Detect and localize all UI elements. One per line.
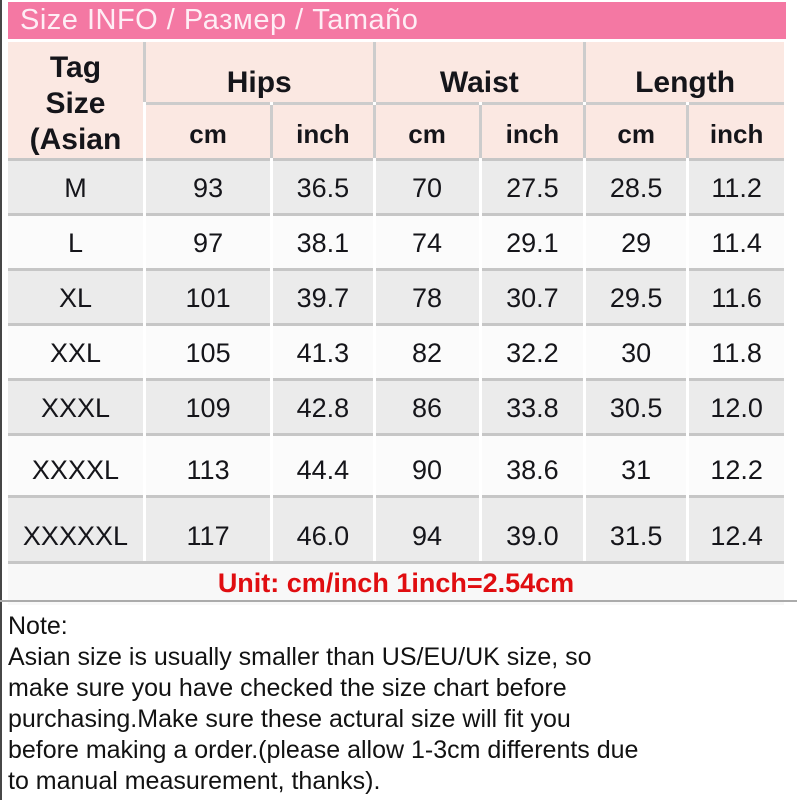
group-header-hips: Hips <box>145 42 373 102</box>
hips-cm: 117 <box>145 498 271 561</box>
unit-note-row: Unit: cm/inch 1inch=2.54cm <box>8 564 784 605</box>
table-row-xxxl: XXXL 109 42.8 86 33.8 30.5 12.0 <box>8 381 784 433</box>
note-line: before making a order.(please allow 1-3c… <box>8 736 639 764</box>
size-label: XXXXXL <box>8 498 143 561</box>
note-line: purchasing.Make sure these actural size … <box>8 705 571 733</box>
table-bottom-divider <box>0 600 797 602</box>
col-header-hips-inch: inch <box>273 104 373 158</box>
waist-cm: 90 <box>375 436 479 495</box>
table-row-xxl: XXL 105 41.3 82 32.2 30 11.8 <box>8 326 784 378</box>
length-cm: 30 <box>586 326 687 378</box>
table-row-m: M 93 36.5 70 27.5 28.5 11.2 <box>8 161 784 213</box>
corner-line-1: Tag <box>49 51 102 84</box>
size-chart-table: Tag Size (Asian Hips Waist Length cm inc… <box>5 39 787 608</box>
length-cm: 31.5 <box>586 498 687 561</box>
col-header-hips-cm: cm <box>145 104 271 158</box>
waist-inch: 29.1 <box>481 216 584 268</box>
size-label: XL <box>8 271 143 323</box>
hips-cm: 97 <box>145 216 271 268</box>
table-row-xxxxxl: XXXXXL 117 46.0 94 39.0 31.5 12.4 <box>8 498 784 561</box>
length-inch: 11.6 <box>689 271 784 323</box>
unit-note: Unit: cm/inch 1inch=2.54cm <box>8 564 784 605</box>
size-label: XXXL <box>8 381 143 433</box>
length-cm: 30.5 <box>586 381 687 433</box>
note-section: Note: Asian size is usually smaller than… <box>8 611 798 797</box>
note-line: Asian size is usually smaller than US/EU… <box>8 643 592 671</box>
hips-inch: 36.5 <box>273 161 373 213</box>
length-cm: 31 <box>586 436 687 495</box>
hips-cm: 105 <box>145 326 271 378</box>
hips-cm: 113 <box>145 436 271 495</box>
length-cm: 29 <box>586 216 687 268</box>
waist-inch: 27.5 <box>481 161 584 213</box>
size-info-title-bar: Size INFO / Размер / Tamaño <box>8 2 786 39</box>
size-label: XXL <box>8 326 143 378</box>
hips-inch: 39.7 <box>273 271 373 323</box>
size-info-title: Size INFO / Размер / Tamaño <box>20 4 419 36</box>
hips-inch: 46.0 <box>273 498 373 561</box>
waist-inch: 39.0 <box>481 498 584 561</box>
waist-cm: 74 <box>375 216 479 268</box>
hips-inch: 44.4 <box>273 436 373 495</box>
table-group-header-row: Tag Size (Asian Hips Waist Length <box>8 42 784 158</box>
hips-inch: 38.1 <box>273 216 373 268</box>
group-header-length: Length <box>586 42 784 102</box>
hips-cm: 93 <box>145 161 271 213</box>
waist-cm: 82 <box>375 326 479 378</box>
hips-cm: 109 <box>145 381 271 433</box>
waist-inch: 33.8 <box>481 381 584 433</box>
col-header-length-cm: cm <box>586 104 687 158</box>
length-inch: 12.0 <box>689 381 784 433</box>
size-label: M <box>8 161 143 213</box>
tag-size-corner-header: Tag Size (Asian <box>8 42 143 158</box>
size-label: XXXXL <box>8 436 143 495</box>
length-inch: 12.4 <box>689 498 784 561</box>
hips-inch: 41.3 <box>273 326 373 378</box>
waist-inch: 32.2 <box>481 326 584 378</box>
waist-cm: 86 <box>375 381 479 433</box>
table-row-xl: XL 101 39.7 78 30.7 29.5 11.6 <box>8 271 784 323</box>
col-header-waist-cm: cm <box>375 104 479 158</box>
note-heading: Note: <box>8 612 68 640</box>
length-inch: 11.8 <box>689 326 784 378</box>
hips-cm: 101 <box>145 271 271 323</box>
waist-cm: 94 <box>375 498 479 561</box>
col-header-waist-inch: inch <box>481 104 584 158</box>
size-label: L <box>8 216 143 268</box>
waist-cm: 78 <box>375 271 479 323</box>
table-unit-header-row: cm inch cm inch cm inch <box>8 104 784 158</box>
length-inch: 11.4 <box>689 216 784 268</box>
note-line: to manual measurement, thanks). <box>8 767 381 795</box>
hips-inch: 42.8 <box>273 381 373 433</box>
corner-line-2: Size <box>45 87 106 120</box>
length-inch: 12.2 <box>689 436 784 495</box>
note-line: make sure you have checked the size char… <box>8 674 567 702</box>
length-cm: 29.5 <box>586 271 687 323</box>
group-header-waist: Waist <box>375 42 584 102</box>
waist-inch: 38.6 <box>481 436 584 495</box>
col-header-length-inch: inch <box>689 104 784 158</box>
table-row-xxxxl: XXXXL 113 44.4 90 38.6 31 12.2 <box>8 436 784 495</box>
corner-line-3: (Asian <box>29 123 122 156</box>
length-cm: 28.5 <box>586 161 687 213</box>
image-left-border <box>0 0 2 800</box>
length-inch: 11.2 <box>689 161 784 213</box>
waist-inch: 30.7 <box>481 271 584 323</box>
waist-cm: 70 <box>375 161 479 213</box>
table-row-l: L 97 38.1 74 29.1 29 11.4 <box>8 216 784 268</box>
